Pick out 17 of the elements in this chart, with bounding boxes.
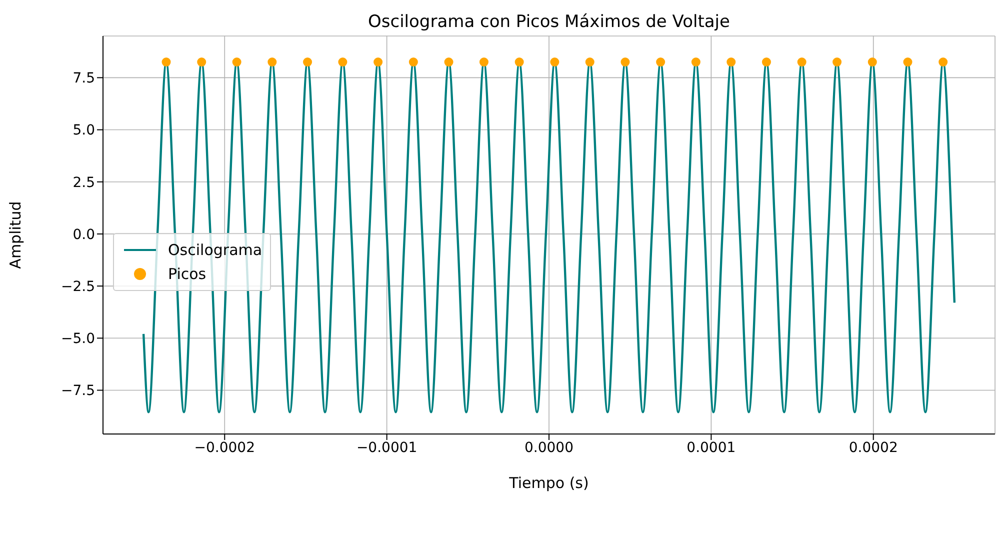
x-tick-label: −0.0002 <box>194 440 255 456</box>
y-tick-label: 0.0 <box>72 226 95 243</box>
legend-label: Oscilograma <box>168 241 262 259</box>
x-tick-label: 0.0002 <box>848 440 898 456</box>
x-axis-title: Tiempo (s) <box>508 474 589 492</box>
y-axis-title: Amplitud <box>6 201 24 269</box>
y-tick-label: −5.0 <box>61 331 95 348</box>
x-tick-label: 0.0000 <box>524 440 574 456</box>
y-tick-label: −2.5 <box>61 279 95 296</box>
legend-label: Picos <box>168 265 206 283</box>
y-tick-label: −7.5 <box>61 383 95 400</box>
x-tick-label: −0.0001 <box>356 440 418 456</box>
x-tick-label: 0.0001 <box>686 440 736 456</box>
chart-title: Oscilograma con Picos Máximos de Voltaje <box>367 12 731 32</box>
y-tick-label: 2.5 <box>72 174 95 191</box>
y-tick-label: 5.0 <box>72 122 95 139</box>
y-tick-label: 7.5 <box>72 70 95 87</box>
